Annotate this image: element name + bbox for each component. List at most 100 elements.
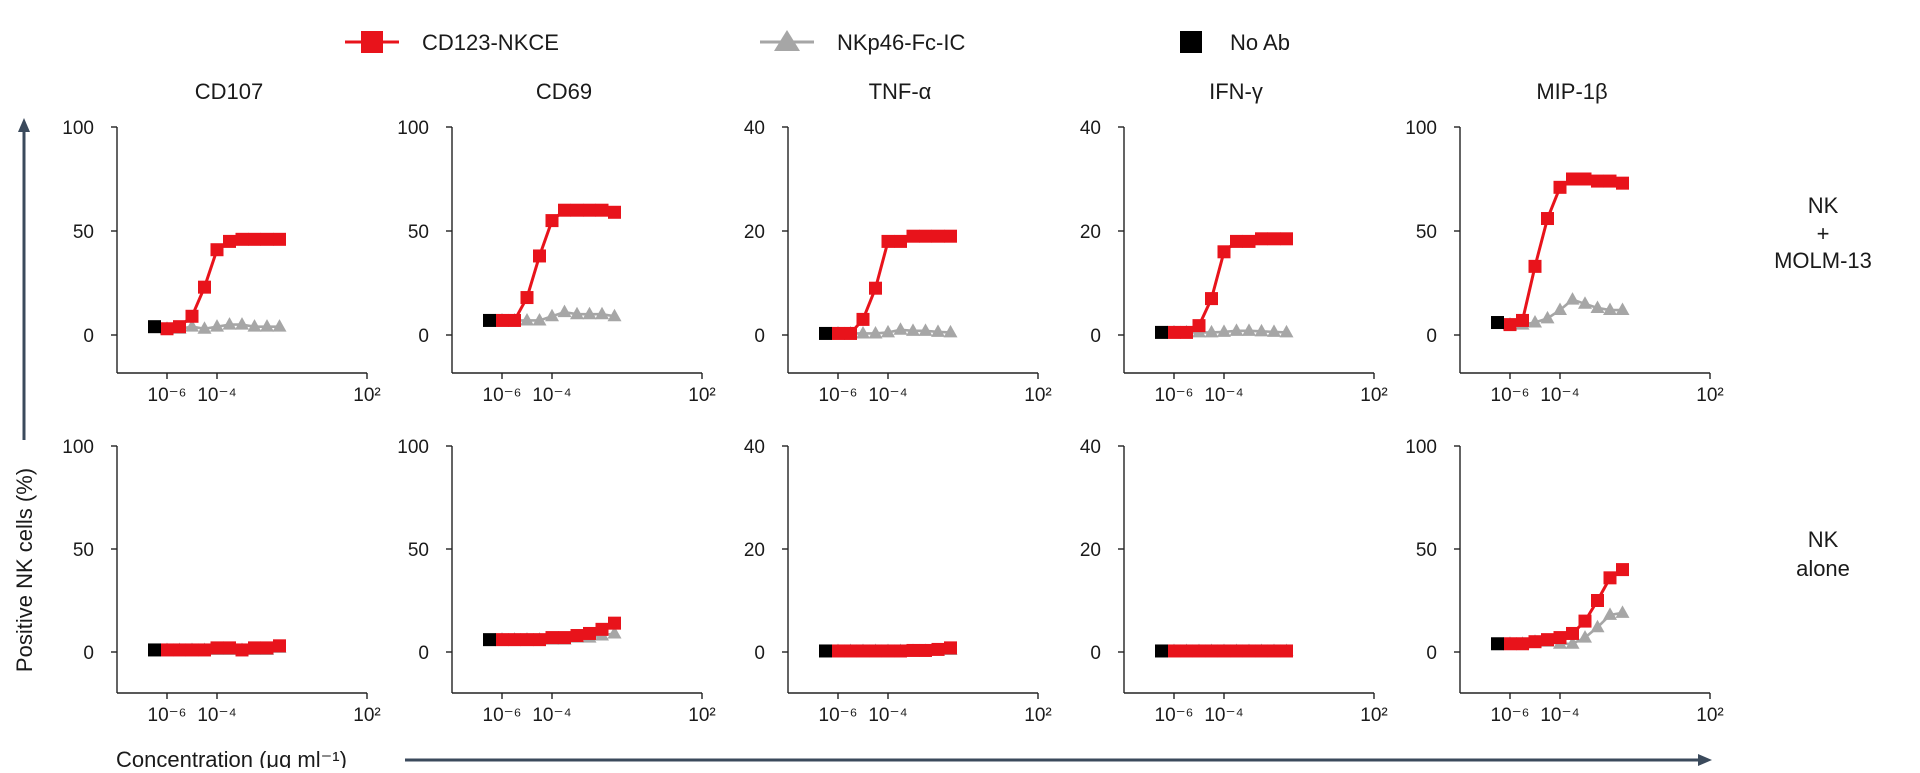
panel-8-point-cd123-nkce-0 [1167, 644, 1181, 658]
panel-0-point-nkp46-fc-ic-3 [197, 321, 212, 334]
panel-8-point-cd123-nkce-5 [1230, 644, 1243, 658]
panel-title-1: CD69 [536, 79, 592, 104]
panel-6-y-tick-label-0: 100 [397, 437, 429, 458]
panel-3-point-cd123-nkce-9 [1280, 232, 1293, 246]
panel-9-x-tick-label-1: 10⁻⁴ [1540, 705, 1579, 726]
panel-3-y-tick-label-1: 20 [1080, 222, 1101, 243]
panel-2-x-tick-label-2: 10² [1024, 385, 1051, 406]
row-label-1-1: alone [1796, 556, 1850, 581]
panel-0-point-cd123-nkce-5 [223, 234, 236, 248]
panel-0-point-nkp46-fc-ic-2 [185, 319, 199, 332]
panel-5-point-cd123-nkce-7 [248, 641, 261, 655]
panel-7-x-tick-label-0: 10⁻⁶ [819, 705, 858, 726]
panel-9-point-cd123-nkce-3 [1541, 633, 1554, 647]
panel-6-point-nkp46-fc-ic-9 [607, 625, 622, 639]
panel-4-point-cd123-nkce-2 [1528, 259, 1542, 273]
panel-6-point-cd123-nkce-6 [570, 629, 584, 643]
panel-4-point-cd123-nkce-6 [1578, 172, 1592, 186]
panel-8-x-tick-label-1: 10⁻⁴ [1204, 705, 1243, 726]
panel-4-y-tick-label-0: 100 [1405, 118, 1437, 139]
panel-1-point-cd123-nkce-1 [508, 313, 521, 327]
panel-9-point-nkp46-fc-ic-7 [1590, 619, 1605, 633]
panel-7-y-tick-label-0: 40 [744, 437, 765, 458]
legend-marker-no-ab [1180, 31, 1202, 53]
panel-9-y-tick-label-1: 50 [1416, 540, 1437, 561]
panel-6-point-no-ab [483, 633, 496, 647]
panel-2-point-nkp46-fc-ic-9 [943, 324, 958, 338]
panel-4-point-nkp46-fc-ic-3 [1540, 310, 1555, 324]
panel-5-point-cd123-nkce-0 [160, 643, 174, 657]
panel-0-point-cd123-nkce-8 [260, 232, 274, 246]
panel-1-x-tick-label-0: 10⁻⁶ [483, 385, 522, 406]
panel-7-point-cd123-nkce-8 [931, 642, 945, 656]
panel-title-0: CD107 [195, 79, 263, 104]
panel-3-point-cd123-nkce-0 [1167, 325, 1181, 339]
panel-4-point-no-ab [1491, 316, 1504, 330]
panel-7-y-tick-label-2: 0 [754, 643, 765, 664]
panel-0-point-cd123-nkce-1 [173, 320, 186, 334]
panel-8-point-no-ab [1155, 644, 1168, 658]
panel-1-point-cd123-nkce-3 [533, 249, 546, 263]
panel-3-x-tick-label-0: 10⁻⁶ [1155, 385, 1194, 406]
panel-6-point-cd123-nkce-4 [545, 631, 559, 645]
legend-marker-nkp46-fc-ic [774, 30, 800, 51]
panel-1-point-nkp46-fc-ic-3 [532, 312, 547, 326]
panel-8-point-cd123-nkce-6 [1242, 644, 1256, 658]
panel-2-point-cd123-nkce-1 [844, 326, 857, 340]
panel-7-point-cd123-nkce-4 [881, 644, 895, 658]
panel-1-point-cd123-nkce-7 [583, 203, 596, 217]
panel-0-point-cd123-nkce-9 [273, 232, 286, 246]
panel-3-point-cd123-nkce-6 [1242, 234, 1256, 248]
panel-3-y-tick-label-0: 40 [1080, 118, 1101, 139]
panel-7-point-cd123-nkce-7 [919, 643, 932, 657]
panel-3-point-cd123-nkce-4 [1217, 245, 1231, 259]
panel-1-y-tick-label-1: 50 [408, 222, 429, 243]
legend-label-no-ab: No Ab [1230, 30, 1290, 55]
panel-7-point-cd123-nkce-3 [869, 644, 882, 658]
legend-label-cd123-nkce: CD123-NKCE [422, 30, 559, 55]
panel-8-point-cd123-nkce-1 [1180, 644, 1193, 658]
panel-9-x-tick-label-2: 10² [1696, 705, 1723, 726]
panel-8-y-tick-label-2: 0 [1090, 643, 1101, 664]
panel-3-point-no-ab [1155, 325, 1168, 339]
legend-label-nkp46-fc-ic: NKp46-Fc-IC [837, 30, 965, 55]
panel-title-2: TNF-α [869, 79, 932, 104]
panel-1-point-nkp46-fc-ic-4 [545, 308, 559, 322]
panel-9-y-tick-label-2: 0 [1426, 643, 1437, 664]
panel-3-point-nkp46-fc-ic-8 [1267, 324, 1281, 337]
panel-7-point-cd123-nkce-2 [856, 644, 870, 658]
panel-3-x-tick-label-2: 10² [1360, 385, 1387, 406]
panel-7-point-cd123-nkce-9 [944, 641, 957, 655]
x-axis-title: Concentration (μg ml⁻¹) [116, 747, 347, 768]
panel-9-point-nkp46-fc-ic-6 [1578, 630, 1592, 643]
panel-4-line-cd123-nkce [1509, 177, 1623, 327]
panel-1-y-tick-label-0: 100 [397, 118, 429, 139]
panel-2-point-nkp46-fc-ic-8 [931, 324, 945, 337]
panel-3-point-nkp46-fc-ic-9 [1279, 324, 1294, 338]
panel-0-point-nkp46-fc-ic-5 [222, 317, 237, 330]
panel-8-point-cd123-nkce-9 [1280, 644, 1293, 658]
panel-2-point-no-ab [819, 326, 832, 340]
panel-5-point-cd123-nkce-2 [185, 643, 199, 657]
panel-0-point-cd123-nkce-3 [198, 280, 211, 294]
panel-6-point-cd123-nkce-0 [495, 633, 509, 647]
panel-5-point-cd123-nkce-8 [260, 641, 274, 655]
panel-0-point-cd123-nkce-0 [160, 322, 174, 336]
panel-1-point-nkp46-fc-ic-9 [607, 308, 622, 322]
panel-1-point-cd123-nkce-6 [570, 203, 584, 217]
panel-0-point-nkp46-fc-ic-4 [210, 319, 224, 332]
panel-3-point-nkp46-fc-ic-4 [1217, 324, 1231, 337]
panel-4-point-nkp46-fc-ic-8 [1603, 302, 1617, 316]
panel-6-point-cd123-nkce-2 [520, 633, 534, 647]
panel-4-x-tick-label-1: 10⁻⁴ [1540, 385, 1579, 406]
panel-5-x-tick-label-2: 10² [353, 705, 380, 726]
panel-8-point-cd123-nkce-3 [1205, 644, 1218, 658]
panel-0-point-nkp46-fc-ic-9 [272, 319, 287, 332]
panel-6-point-cd123-nkce-1 [508, 633, 521, 647]
panel-2-x-tick-label-1: 10⁻⁴ [868, 385, 907, 406]
panel-9-point-nkp46-fc-ic-5 [1565, 636, 1580, 649]
panel-1-point-nkp46-fc-ic-7 [582, 306, 597, 320]
panel-6-point-cd123-nkce-8 [595, 622, 609, 636]
panel-4-point-cd123-nkce-5 [1566, 172, 1579, 186]
